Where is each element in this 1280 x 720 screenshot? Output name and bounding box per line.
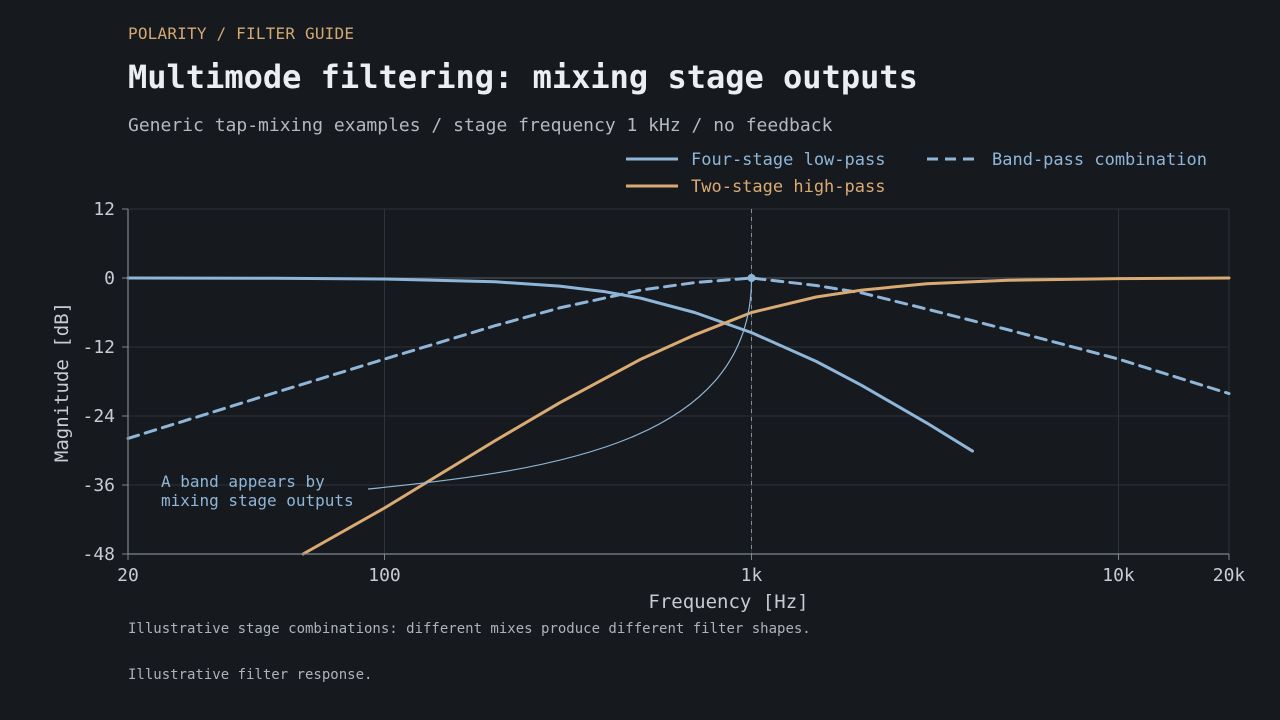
y-tick-label: -48 xyxy=(82,544,115,565)
y-tick-label: -12 xyxy=(82,337,115,358)
footer-note: Illustrative filter response. xyxy=(128,667,373,683)
legend-label-2: Band-pass combination xyxy=(992,150,1207,170)
footer-caption: Illustrative stage combinations: differe… xyxy=(128,621,811,637)
y-tick-label: 12 xyxy=(93,199,115,220)
series-group xyxy=(126,276,1231,556)
x-tick-label: 20 xyxy=(117,565,139,586)
y-tick-label: 0 xyxy=(104,268,115,289)
annotation-arrow xyxy=(367,279,753,490)
page-title: Multimode filtering: mixing stage output… xyxy=(128,58,918,96)
x-tick-label: 1k xyxy=(741,565,763,586)
x-tick-label: 20k xyxy=(1213,565,1246,586)
legend-label-3: Two-stage high-pass xyxy=(691,177,885,197)
annotation-text-line1: A band appears by xyxy=(161,472,325,491)
legend: Four-stage low-pass Band-pass combination… xyxy=(626,150,1207,197)
y-tick-label: -24 xyxy=(82,406,115,427)
y-axis-label: Magnitude [dB] xyxy=(51,302,73,462)
x-tick-label: 100 xyxy=(368,565,401,586)
x-axis-label: Frequency [Hz] xyxy=(648,591,808,613)
page-subtitle: Generic tap-mixing examples / stage freq… xyxy=(128,115,833,136)
series-line-2 xyxy=(126,276,1231,440)
annotation-point xyxy=(747,274,756,282)
legend-label-1: Four-stage low-pass xyxy=(691,150,885,170)
series-line-3 xyxy=(301,276,1231,556)
x-tick-label: 10k xyxy=(1102,565,1135,586)
y-tick-label: -36 xyxy=(82,475,115,496)
series-line-1 xyxy=(126,276,974,453)
eyebrow: POLARITY / FILTER GUIDE xyxy=(128,24,355,43)
annotation-text-line2: mixing stage outputs xyxy=(161,491,354,510)
